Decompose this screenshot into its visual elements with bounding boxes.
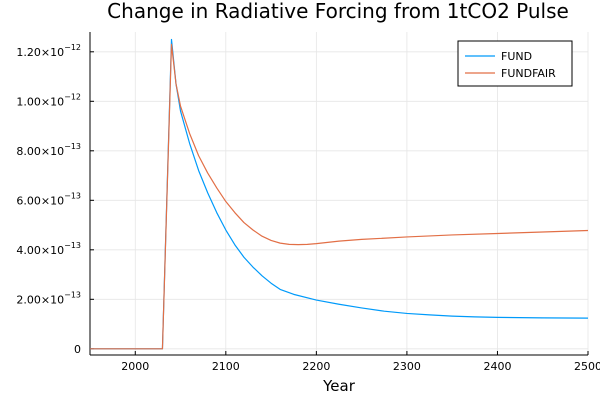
y-tick-exponent: −12: [64, 92, 81, 101]
y-tick-mantissa: 6.00×10: [16, 194, 64, 207]
x-tick-label: 2000: [121, 360, 149, 373]
legend-label-fund: FUND: [501, 50, 532, 63]
y-tick-mantissa: 8.00×10: [16, 145, 64, 158]
x-tick-label: 2200: [302, 360, 330, 373]
legend: FUND FUNDFAIR: [457, 40, 573, 87]
x-tick-label: 2400: [483, 360, 511, 373]
x-tick-label: 2100: [212, 360, 240, 373]
legend-label-fundfair: FUNDFAIR: [501, 67, 556, 80]
y-tick-label: 1.00×10−12: [16, 92, 81, 108]
axes: [89, 32, 588, 356]
chart-title: Change in Radiative Forcing from 1tCO2 P…: [107, 0, 569, 23]
y-tick-exponent: −13: [64, 142, 81, 151]
y-tick-exponent: −12: [64, 43, 81, 52]
y-tick-mantissa: 2.00×10: [16, 293, 64, 306]
x-tick-label: 2300: [393, 360, 421, 373]
y-tick-exponent: −13: [64, 241, 81, 250]
y-tick-label: 0: [74, 343, 81, 356]
y-tick-label: 1.20×10−12: [16, 43, 81, 59]
y-tick-label: 6.00×10−13: [16, 191, 81, 207]
x-axis-label: Year: [322, 377, 356, 395]
y-axis-ticks: 02.00×10−134.00×10−136.00×10−138.00×10−1…: [16, 43, 94, 356]
series-layer: [90, 38, 589, 350]
y-tick-label: 2.00×10−13: [16, 290, 81, 306]
y-tick-mantissa: 4.00×10: [16, 244, 64, 257]
y-tick-label: 8.00×10−13: [16, 142, 81, 158]
y-tick-mantissa: 1.00×10: [16, 95, 64, 108]
y-tick-label: 4.00×10−13: [16, 241, 81, 257]
series-line-fundfair: [90, 43, 589, 350]
legend-box: [457, 40, 573, 87]
y-tick-mantissa: 1.20×10: [16, 46, 64, 59]
y-tick-mantissa: 0: [74, 343, 81, 356]
grid-lines: [90, 32, 589, 355]
x-tick-label: 2500: [574, 360, 600, 373]
x-axis-ticks: 2000 2100 2200 2300 2400 2500: [121, 351, 600, 373]
y-tick-exponent: −13: [64, 290, 81, 299]
y-tick-exponent: −13: [64, 191, 81, 200]
